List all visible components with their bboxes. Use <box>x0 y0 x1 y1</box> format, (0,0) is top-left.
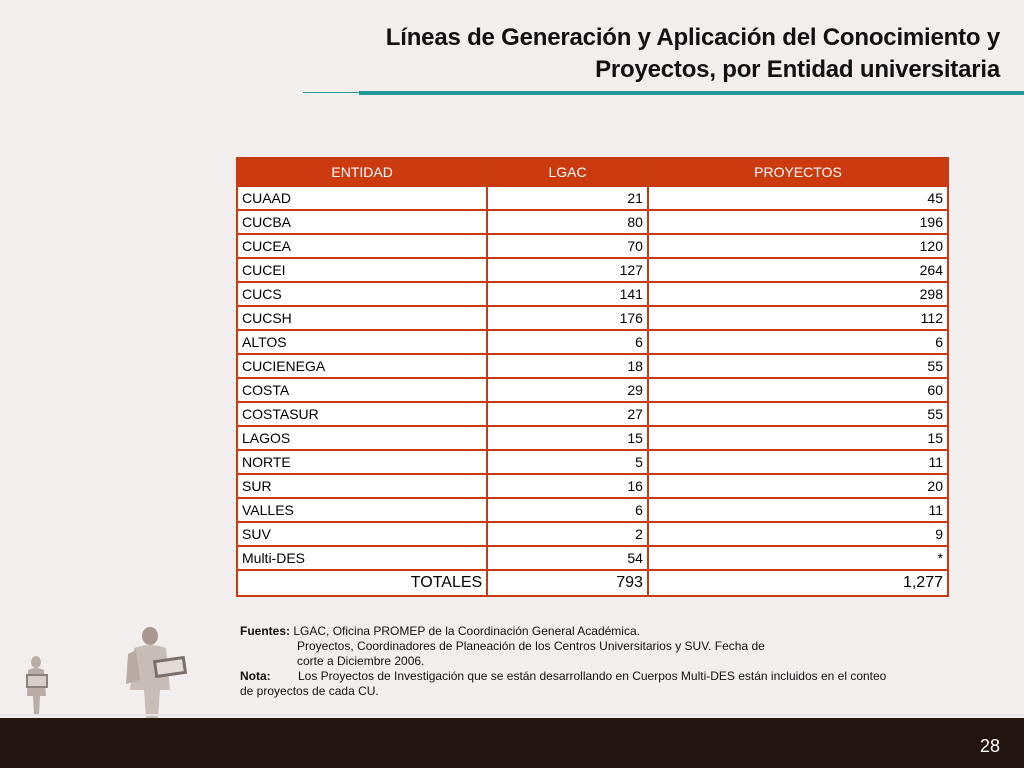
table-row: CUAAD 21 45 <box>235 185 950 211</box>
slide-title: Líneas de Generación y Aplicación del Co… <box>280 22 1000 86</box>
table-row: SUV 2 9 <box>235 521 950 547</box>
table-row: ALTOS 6 6 <box>235 329 950 355</box>
table-totals-row: TOTALES 793 1,277 <box>235 569 950 597</box>
page-number: 28 <box>979 736 1000 756</box>
table-header-row: ENTIDAD LGAC PROYECTOS <box>235 158 950 186</box>
cell-lgac: 16 <box>486 473 649 499</box>
cell-lgac: 6 <box>486 497 649 523</box>
nota-label: Nota: <box>240 669 271 683</box>
table-row: CUCSH 176 112 <box>235 305 950 331</box>
people-with-laptops-illustration <box>0 600 220 718</box>
footer-divider <box>0 714 1024 716</box>
title-underline-accent <box>359 91 1024 95</box>
table-row: SUR 16 20 <box>235 473 950 499</box>
illustration-svg <box>26 627 188 718</box>
footer-bar <box>0 718 1024 768</box>
totals-proyectos: 1,277 <box>646 569 950 597</box>
cell-lgac: 18 <box>486 353 649 379</box>
cell-lgac: 5 <box>486 449 649 475</box>
cell-entidad: NORTE <box>235 449 489 475</box>
cell-lgac: 70 <box>486 233 649 259</box>
table-row: CUCS 141 298 <box>235 281 950 307</box>
cell-proyectos: 55 <box>646 401 950 427</box>
cell-entidad: CUCSH <box>235 305 489 331</box>
cell-proyectos: 60 <box>646 377 950 403</box>
cell-proyectos: 6 <box>646 329 950 355</box>
cell-lgac: 15 <box>486 425 649 451</box>
table-row: VALLES 6 11 <box>235 497 950 523</box>
title-underline-thin <box>303 92 359 93</box>
source-notes: Fuentes: LGAC, Oficina PROMEP de la Coor… <box>240 624 960 699</box>
table-row: CUCEA 70 120 <box>235 233 950 259</box>
cell-proyectos: 11 <box>646 449 950 475</box>
cell-entidad: COSTA <box>235 377 489 403</box>
cell-entidad: CUCS <box>235 281 489 307</box>
cell-lgac: 80 <box>486 209 649 235</box>
small-person-figure <box>26 656 48 715</box>
table-row: CUCBA 80 196 <box>235 209 950 235</box>
entidad-table: ENTIDAD LGAC PROYECTOS CUAAD 21 45 CUCBA 80 1… <box>235 157 950 597</box>
fuentes-line-2: Proyectos, Coordinadores de Planeación d… <box>297 639 765 653</box>
cell-lgac: 6 <box>486 329 649 355</box>
totals-label: TOTALES <box>235 569 489 597</box>
cell-proyectos: 112 <box>646 305 950 331</box>
cell-proyectos: 298 <box>646 281 950 307</box>
cell-lgac: 27 <box>486 401 649 427</box>
table-row: COSTA 29 60 <box>235 377 950 403</box>
cell-proyectos: 55 <box>646 353 950 379</box>
cell-proyectos: 15 <box>646 425 950 451</box>
cell-entidad: Multi-DES <box>235 545 489 571</box>
cell-entidad: ALTOS <box>235 329 489 355</box>
cell-entidad: COSTASUR <box>235 401 489 427</box>
large-person-figure <box>126 627 188 718</box>
table-row: CUCIENEGA 18 55 <box>235 353 950 379</box>
fuentes-line-1: Fuentes: LGAC, Oficina PROMEP de la Coor… <box>240 624 960 639</box>
cell-lgac: 141 <box>486 281 649 307</box>
cell-lgac: 2 <box>486 521 649 547</box>
cell-proyectos: * <box>646 545 950 571</box>
fuentes-label: Fuentes: <box>240 624 291 638</box>
cell-proyectos: 45 <box>646 185 950 211</box>
slide-title-line-1: Líneas de Generación y Aplicación del Co… <box>385 24 1000 51</box>
cell-entidad: CUCIENEGA <box>235 353 489 379</box>
slide-title-line-2: Proyectos, por Entidad universitaria <box>595 56 1000 83</box>
table-body: CUAAD 21 45 CUCBA 80 196 CUCEA 70 120 CUCEI 127 264… <box>235 185 950 597</box>
nota-line-1: Nota: Los Proyectos de Investigación que… <box>240 669 960 684</box>
cell-proyectos: 196 <box>646 209 950 235</box>
cell-lgac: 21 <box>486 185 649 211</box>
cell-proyectos: 120 <box>646 233 950 259</box>
cell-entidad: SUR <box>235 473 489 499</box>
cell-entidad: CUCEI <box>235 257 489 283</box>
cell-lgac: 29 <box>486 377 649 403</box>
cell-entidad: SUV <box>235 521 489 547</box>
fuentes-text-1: LGAC, Oficina PROMEP de la Coordinación … <box>293 624 640 638</box>
fuentes-line-3: corte a Diciembre 2006. <box>297 654 425 668</box>
table-row: Multi-DES 54 * <box>235 545 950 571</box>
cell-entidad: VALLES <box>235 497 489 523</box>
table-row: CUCEI 127 264 <box>235 257 950 283</box>
cell-proyectos: 20 <box>646 473 950 499</box>
totals-lgac: 793 <box>486 569 649 597</box>
header-lgac: LGAC <box>486 158 649 186</box>
cell-entidad: CUCBA <box>235 209 489 235</box>
nota-text-1: Los Proyectos de Investigación que se es… <box>298 669 887 683</box>
cell-entidad: CUCEA <box>235 233 489 259</box>
cell-lgac: 176 <box>486 305 649 331</box>
table-row: COSTASUR 27 55 <box>235 401 950 427</box>
nota-line-2: de proyectos de cada CU. <box>240 684 379 698</box>
cell-entidad: CUAAD <box>235 185 489 211</box>
cell-lgac: 54 <box>486 545 649 571</box>
cell-entidad: LAGOS <box>235 425 489 451</box>
table-row: NORTE 5 11 <box>235 449 950 475</box>
table-row: LAGOS 15 15 <box>235 425 950 451</box>
header-entidad: ENTIDAD <box>235 158 489 186</box>
header-proyectos: PROYECTOS <box>646 158 950 186</box>
cell-proyectos: 264 <box>646 257 950 283</box>
cell-lgac: 127 <box>486 257 649 283</box>
cell-proyectos: 9 <box>646 521 950 547</box>
cell-proyectos: 11 <box>646 497 950 523</box>
